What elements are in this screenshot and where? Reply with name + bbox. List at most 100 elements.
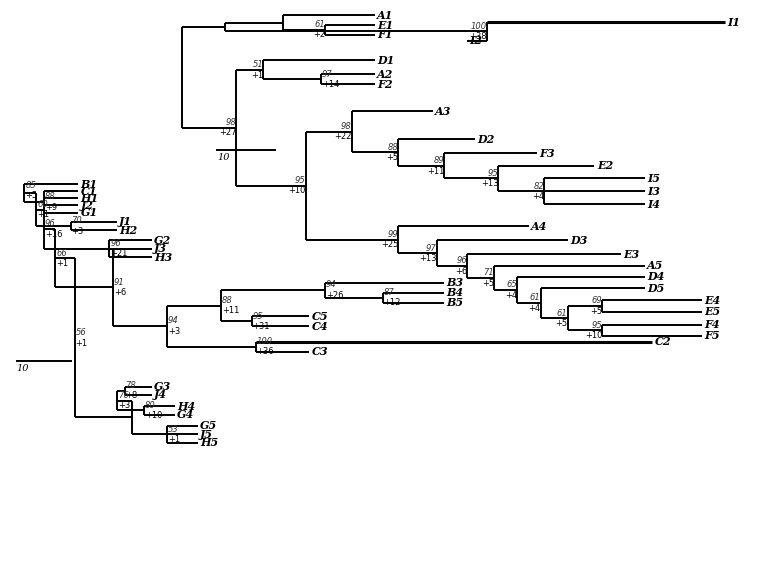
Text: +6: +6 [114,288,126,297]
Text: I5: I5 [647,173,660,184]
Text: 56: 56 [76,328,87,337]
Text: +1: +1 [56,259,68,268]
Text: C2: C2 [655,336,671,347]
Text: F4: F4 [705,319,720,330]
Text: +38: +38 [469,32,487,41]
Text: +5: +5 [555,319,567,328]
Text: J1: J1 [119,216,132,227]
Text: I3: I3 [647,186,660,197]
Text: J2: J2 [80,200,94,211]
Text: +13: +13 [419,254,437,263]
Text: 80: 80 [145,401,155,410]
Text: I2: I2 [470,35,482,46]
Text: D4: D4 [647,271,664,282]
Text: J3: J3 [154,244,167,254]
Text: 97: 97 [426,244,437,253]
Text: C1: C1 [80,186,97,197]
Text: J4: J4 [154,389,167,401]
Text: H4: H4 [177,401,196,412]
Text: 94: 94 [168,316,179,325]
Text: 87: 87 [383,288,394,297]
Text: 69: 69 [591,297,602,306]
Text: G2: G2 [154,235,171,246]
Text: 95: 95 [295,176,305,185]
Text: +5: +5 [386,153,398,162]
Text: H2: H2 [119,225,138,236]
Text: +4: +4 [506,291,517,299]
Text: +5: +5 [590,307,602,316]
Text: +3: +3 [117,401,130,410]
Text: B1: B1 [80,179,98,190]
Text: 98: 98 [226,118,237,127]
Text: +11: +11 [427,167,444,176]
Text: A2: A2 [377,69,393,80]
Text: 96: 96 [457,257,468,266]
Text: 96: 96 [110,239,121,248]
Text: +9: +9 [45,203,56,212]
Text: 53: 53 [168,425,179,433]
Text: 95: 95 [488,169,498,178]
Text: E3: E3 [624,249,640,260]
Text: 61: 61 [530,293,540,302]
Text: +26: +26 [325,291,343,300]
Text: D5: D5 [647,282,664,294]
Text: G5: G5 [200,420,217,431]
Text: 71: 71 [484,268,494,277]
Text: E2: E2 [597,160,613,171]
Text: 100: 100 [257,337,273,346]
Text: +4: +4 [533,192,544,201]
Text: C4: C4 [312,321,329,332]
Text: 88: 88 [222,296,233,305]
Text: +1: +1 [76,338,87,347]
Text: +5: +5 [26,191,38,200]
Text: A4: A4 [531,221,548,232]
Text: G4: G4 [177,409,194,420]
Text: B3: B3 [447,277,464,288]
Text: 51: 51 [253,60,264,69]
Text: +22: +22 [335,132,352,141]
Text: 98: 98 [341,122,352,131]
Text: 76: 76 [117,391,128,400]
Text: G3: G3 [154,381,171,392]
Text: +21: +21 [110,249,128,258]
Text: 66: 66 [56,249,67,258]
Text: A3: A3 [435,106,451,116]
Text: 88: 88 [387,143,398,152]
Text: +1: +1 [37,210,49,219]
Text: C5: C5 [312,311,329,321]
Text: +1: +1 [168,435,180,444]
Text: 61: 61 [314,20,325,29]
Text: 91: 91 [114,278,124,287]
Text: 61: 61 [557,308,567,318]
Text: +13: +13 [481,179,498,188]
Text: 60: 60 [37,200,48,209]
Text: I4: I4 [647,199,660,210]
Text: 95: 95 [591,320,602,329]
Text: F3: F3 [539,147,555,159]
Text: +11: +11 [222,306,239,315]
Text: 97: 97 [322,69,332,79]
Text: 94: 94 [325,280,336,289]
Text: I1: I1 [727,17,741,28]
Text: E1: E1 [377,20,393,31]
Text: 78: 78 [125,381,136,390]
Text: E5: E5 [705,306,721,317]
Text: 99: 99 [387,230,398,239]
Text: +12: +12 [383,298,401,307]
Text: +3: +3 [168,327,180,336]
Text: D2: D2 [478,134,495,145]
Text: +6: +6 [455,267,468,276]
Text: 82: 82 [533,182,544,191]
Text: 100: 100 [471,22,487,31]
Text: 95: 95 [253,312,264,320]
Text: D1: D1 [377,55,395,66]
Text: F5: F5 [705,331,720,341]
Text: +10: +10 [145,411,162,420]
Text: E4: E4 [705,295,721,306]
Text: B4: B4 [447,287,464,298]
Text: J5: J5 [200,429,213,440]
Text: 65: 65 [506,280,517,289]
Text: +31: +31 [253,322,270,331]
Text: 10: 10 [17,364,29,373]
Text: +5: +5 [482,279,494,288]
